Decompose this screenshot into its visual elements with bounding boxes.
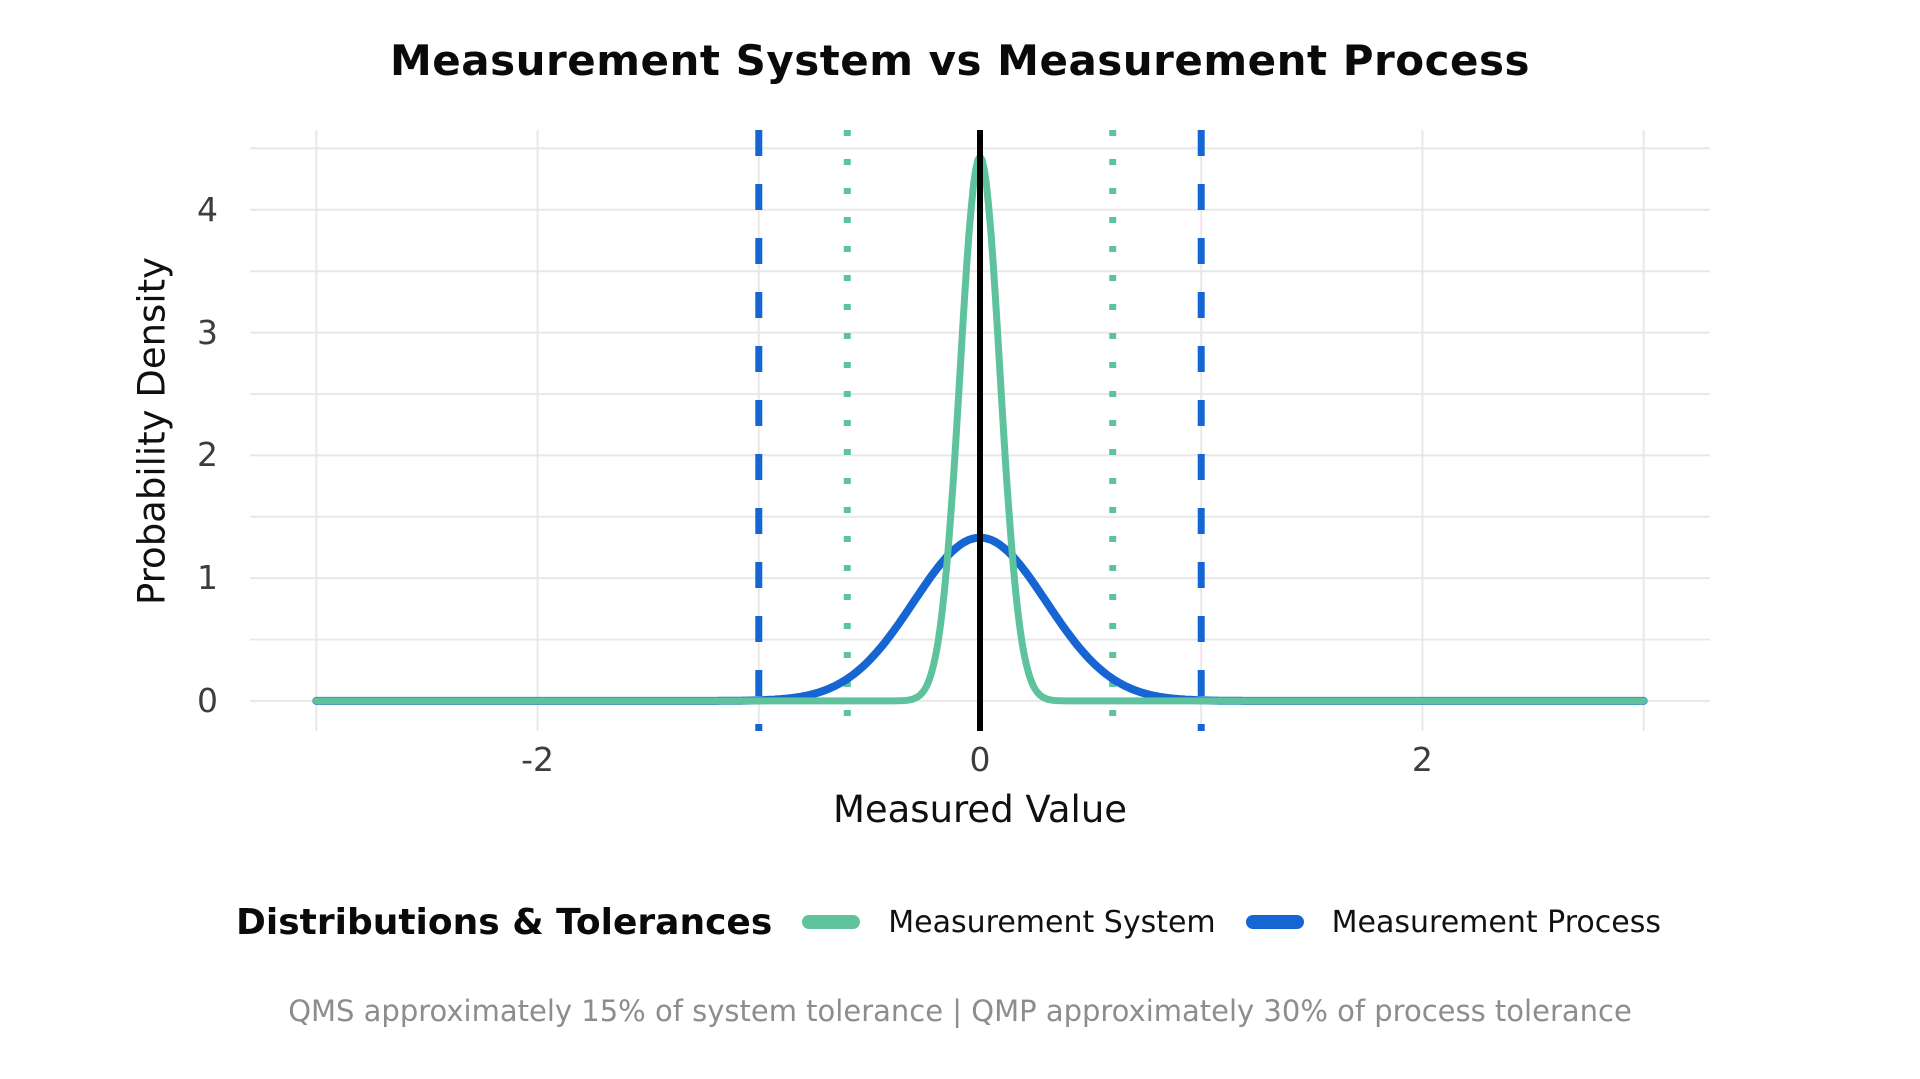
x-tick-label: 0 bbox=[969, 740, 991, 779]
legend-swatch-measurement-system-icon bbox=[802, 915, 861, 929]
legend-item-measurement-system: Measurement System bbox=[802, 904, 1216, 940]
y-tick-label: 1 bbox=[197, 558, 218, 598]
y-tick-label: 2 bbox=[197, 435, 218, 475]
legend: Distributions & Tolerances Measurement S… bbox=[236, 898, 1661, 946]
footnote: QMS approximately 15% of system toleranc… bbox=[288, 994, 1632, 1028]
x-axis-title: Measured Value bbox=[832, 788, 1128, 831]
x-tick-label: 2 bbox=[1411, 740, 1433, 779]
y-tick-label: 3 bbox=[197, 312, 218, 352]
legend-title: Distributions & Tolerances bbox=[236, 901, 773, 943]
y-tick-label: 0 bbox=[197, 680, 218, 720]
legend-item-label: Measurement Process bbox=[1331, 904, 1661, 940]
y-tick-label: 4 bbox=[197, 189, 218, 229]
legend-swatch-measurement-process-icon bbox=[1245, 915, 1304, 929]
x-tick-label: -2 bbox=[521, 740, 555, 779]
y-axis-title: Probability Density bbox=[130, 256, 174, 606]
chart-title: Measurement System vs Measurement Proces… bbox=[390, 36, 1530, 85]
legend-item-measurement-process: Measurement Process bbox=[1245, 904, 1661, 940]
legend-item-label: Measurement System bbox=[888, 904, 1216, 940]
